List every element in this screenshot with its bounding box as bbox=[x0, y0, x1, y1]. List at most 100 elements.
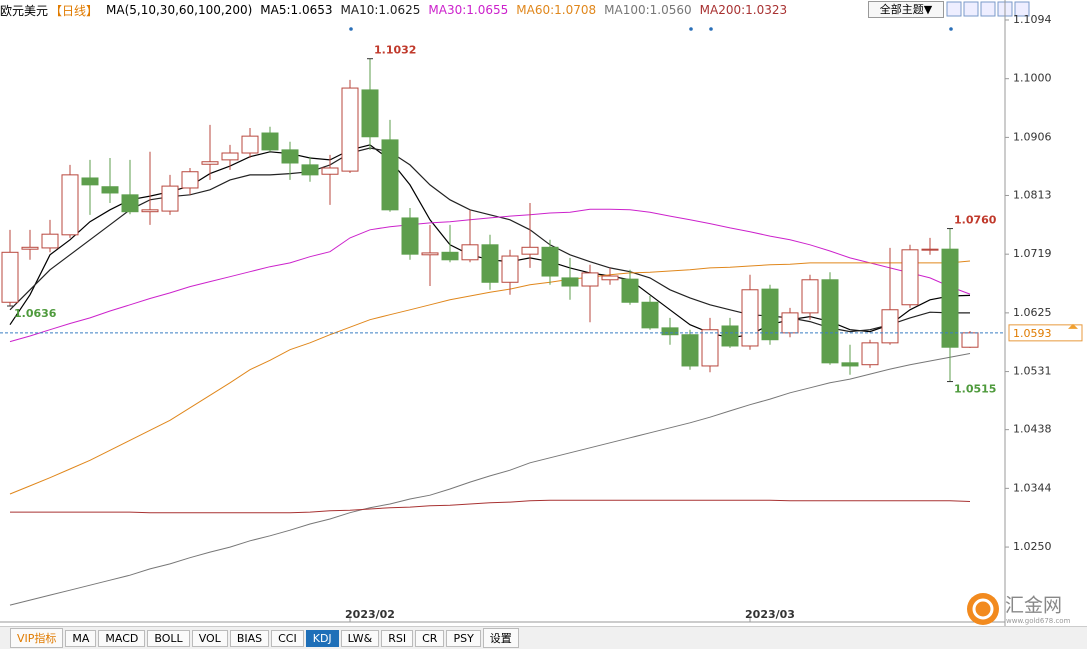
legend-entry: MA10:1.0625 bbox=[340, 3, 421, 17]
tab[interactable]: BIAS bbox=[229, 629, 270, 647]
legend-entry: MA100:1.0560 bbox=[604, 3, 692, 17]
price-arrow bbox=[1068, 323, 1078, 329]
candle-body bbox=[561, 277, 579, 287]
candle bbox=[381, 119, 399, 212]
candle-body bbox=[641, 301, 659, 329]
tool-icon[interactable] bbox=[1014, 1, 1030, 17]
candle-body bbox=[481, 244, 499, 283]
tool-icon[interactable] bbox=[963, 1, 979, 17]
candle-body bbox=[81, 177, 99, 186]
candle-body bbox=[361, 89, 379, 138]
candle-body bbox=[21, 246, 39, 250]
candle bbox=[81, 159, 99, 215]
period[interactable]: 【日线】 bbox=[50, 3, 99, 18]
legend-entry: MA200:1.0323 bbox=[699, 3, 788, 17]
candle-body bbox=[101, 186, 119, 194]
candle bbox=[641, 296, 659, 330]
tool-icon[interactable] bbox=[980, 1, 996, 17]
candle-body bbox=[701, 329, 719, 367]
candle-body bbox=[521, 246, 539, 255]
candle bbox=[361, 58, 379, 150]
candle bbox=[501, 249, 519, 295]
candle bbox=[201, 124, 219, 180]
candle-body bbox=[961, 332, 979, 348]
candle-body bbox=[721, 325, 739, 347]
tab[interactable]: 设置 bbox=[482, 628, 519, 648]
tab[interactable]: CR bbox=[415, 629, 445, 647]
candle bbox=[741, 274, 759, 350]
tab[interactable]: MA bbox=[65, 629, 97, 647]
candle-body bbox=[261, 132, 279, 151]
candle bbox=[281, 141, 299, 180]
y-tick-label: 1.0813 bbox=[1013, 188, 1052, 201]
candle-body bbox=[461, 244, 479, 261]
watermark: 汇金网 bbox=[1005, 595, 1062, 617]
candle bbox=[921, 237, 939, 255]
tool-icon[interactable] bbox=[946, 1, 962, 17]
candle bbox=[161, 174, 179, 215]
candle bbox=[181, 167, 199, 195]
ma-line bbox=[9, 353, 971, 606]
event-dot[interactable] bbox=[709, 27, 713, 31]
candle-body bbox=[141, 209, 159, 213]
x-tick-label: 2023/03 bbox=[745, 608, 795, 621]
candle-body bbox=[941, 248, 959, 348]
y-tick-label: 1.1000 bbox=[1013, 72, 1052, 85]
tab[interactable]: RSI bbox=[381, 629, 414, 647]
price-label: 1.0593 bbox=[1013, 327, 1052, 340]
candle-body bbox=[421, 252, 439, 256]
candle bbox=[241, 128, 259, 158]
candle bbox=[61, 164, 79, 238]
y-tick-label: 1.0625 bbox=[1013, 306, 1052, 319]
event-dot[interactable] bbox=[949, 27, 953, 31]
candle-body bbox=[341, 87, 359, 172]
candle-body bbox=[801, 279, 819, 314]
candle-body bbox=[121, 194, 139, 213]
indicator: MA(5,10,30,60,100,200) bbox=[106, 3, 253, 17]
candle bbox=[481, 234, 499, 290]
candle bbox=[821, 272, 839, 365]
candle-body bbox=[181, 171, 199, 189]
tab[interactable]: VIP指标 bbox=[10, 628, 64, 648]
candle-body bbox=[401, 217, 419, 255]
ma-lines bbox=[9, 144, 971, 606]
candle-body bbox=[201, 161, 219, 165]
candle bbox=[801, 274, 819, 320]
tab[interactable]: CCI bbox=[271, 629, 304, 647]
tab[interactable]: PSY bbox=[446, 629, 481, 647]
candle bbox=[621, 269, 639, 305]
tab[interactable]: VOL bbox=[191, 629, 228, 647]
event-dot[interactable] bbox=[689, 27, 693, 31]
candle bbox=[581, 264, 599, 323]
candle bbox=[661, 317, 679, 345]
logo bbox=[972, 598, 994, 620]
candle bbox=[261, 126, 279, 152]
candle bbox=[681, 329, 699, 370]
tab[interactable]: KDJ bbox=[305, 629, 339, 647]
x-tick-label: 2023/02 bbox=[345, 608, 395, 621]
watermark-url: www.gold678.com bbox=[1006, 617, 1071, 625]
logo bbox=[967, 593, 999, 625]
tab[interactable]: MACD bbox=[98, 629, 146, 647]
candle-body bbox=[781, 312, 799, 334]
candle-body bbox=[61, 174, 79, 236]
candle-body bbox=[441, 251, 459, 261]
candle-body bbox=[381, 139, 399, 211]
event-dot[interactable] bbox=[349, 27, 353, 31]
price-box bbox=[1008, 324, 1083, 342]
theme-button[interactable]: 全部主题▼ bbox=[868, 1, 944, 18]
candle bbox=[221, 144, 239, 170]
candle-body bbox=[281, 149, 299, 164]
candle-body bbox=[881, 309, 899, 344]
candle bbox=[901, 244, 919, 308]
ma-line bbox=[10, 499, 971, 514]
candle bbox=[541, 239, 559, 285]
candle bbox=[441, 224, 459, 263]
tab[interactable]: LW& bbox=[340, 629, 380, 647]
ma-line bbox=[9, 208, 971, 343]
tab[interactable]: BOLL bbox=[147, 629, 190, 647]
candle-body bbox=[761, 288, 779, 341]
candle bbox=[961, 330, 979, 348]
y-tick-label: 1.0250 bbox=[1013, 540, 1052, 553]
